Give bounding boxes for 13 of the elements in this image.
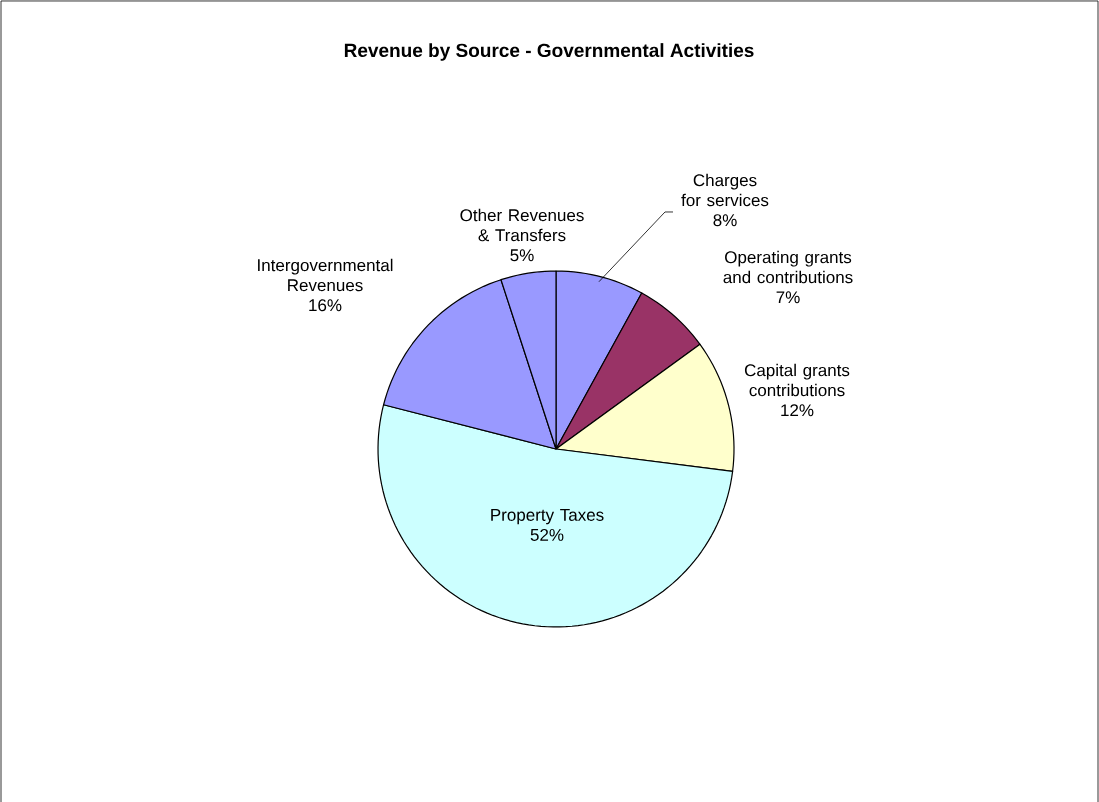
- data-label: 52%: [530, 528, 564, 541]
- slice-label: Property Taxes: [491, 509, 604, 525]
- data-label: 12%: [781, 404, 814, 417]
- data-label: 16%: [309, 299, 342, 312]
- slice-label: Other Revenues & Transfers: [460, 208, 584, 242]
- chart-title: Revenue by Source - Governmental Activities: [344, 43, 754, 61]
- data-label: 7%: [776, 291, 800, 304]
- slice-label: Intergovernmental Revenues: [258, 258, 393, 292]
- data-label: 5%: [510, 249, 534, 262]
- data-label: 8%: [713, 214, 737, 227]
- slice-label: Charges for services: [681, 173, 769, 207]
- slice-label: Operating grants and contributions: [723, 250, 853, 284]
- slice-label: Capital grants contributions: [744, 363, 850, 397]
